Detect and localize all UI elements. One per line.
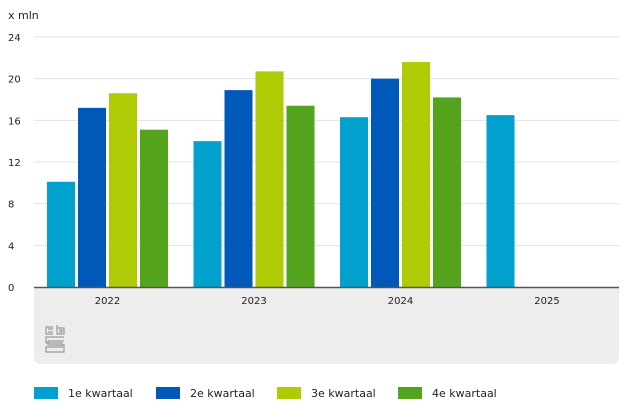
legend-item-1[interactable]: 1e kwartaal — [34, 386, 133, 400]
bar-2022-q1[interactable] — [47, 181, 75, 287]
bar-2022-q4[interactable] — [140, 129, 168, 287]
legend-item-2[interactable]: 2e kwartaal — [156, 386, 255, 400]
legend: 1e kwartaal 2e kwartaal 3e kwartaal 4e kwar… — [0, 380, 626, 404]
bar-2023-q3[interactable] — [255, 71, 284, 287]
legend-label: 2e kwartaal — [190, 386, 255, 400]
legend-item-3[interactable]: 3e kwartaal — [277, 386, 376, 400]
y-tick-label: 16 — [8, 116, 21, 127]
legend-label: 4e kwartaal — [432, 386, 497, 400]
legend-label: 1e kwartaal — [68, 386, 133, 400]
bar-2022-q3[interactable] — [109, 93, 137, 287]
bar-2024-q4[interactable] — [433, 97, 461, 288]
y-axis-ticks: 0 4 8 12 16 20 24 — [8, 33, 21, 294]
cbs-logo-icon — [45, 325, 65, 353]
x-axis-ticks: 2022 2023 2024 2025 — [95, 296, 560, 307]
y-tick-label: 12 — [8, 158, 21, 169]
legend-item-4[interactable]: 4e kwartaal — [398, 386, 497, 400]
bar-2025-q1[interactable] — [486, 115, 515, 287]
x-tick-label: 2025 — [534, 296, 559, 307]
bar-2023-q1[interactable] — [193, 141, 222, 287]
y-tick-label: 20 — [8, 75, 21, 86]
x-axis-panel-top — [34, 287, 619, 295]
x-tick-label: 2023 — [241, 296, 266, 307]
bar-2023-q2[interactable] — [224, 90, 253, 287]
bar-2024-q1[interactable] — [340, 117, 368, 287]
x-axis-panel — [34, 287, 619, 364]
y-unit-label: x mln — [8, 9, 39, 22]
y-tick-label: 4 — [8, 241, 14, 252]
bar-2022-q2[interactable] — [78, 107, 106, 287]
legend-swatch — [277, 387, 301, 399]
legend-label: 3e kwartaal — [311, 386, 376, 400]
y-tick-label: 24 — [8, 33, 21, 44]
legend-swatch — [34, 387, 58, 399]
y-tick-label: 8 — [8, 200, 14, 211]
bars — [47, 62, 515, 288]
y-tick-label: 0 — [8, 283, 14, 294]
bar-2023-q4[interactable] — [286, 105, 315, 287]
bar-2024-q3[interactable] — [402, 62, 430, 287]
legend-swatch — [156, 387, 180, 399]
x-tick-label: 2024 — [388, 296, 413, 307]
x-tick-label: 2022 — [95, 296, 120, 307]
bar-2024-q2[interactable] — [371, 78, 399, 288]
legend-swatch — [398, 387, 422, 399]
